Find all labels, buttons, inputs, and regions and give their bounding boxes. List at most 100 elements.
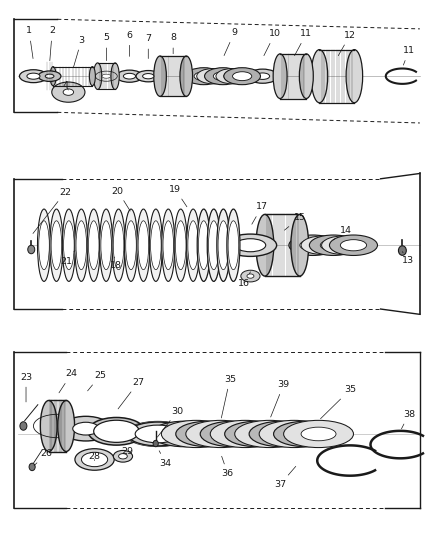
- Text: 13: 13: [402, 252, 413, 264]
- Text: 23: 23: [20, 373, 32, 402]
- Text: 7: 7: [145, 35, 151, 59]
- Ellipse shape: [52, 82, 85, 102]
- Text: 4: 4: [62, 81, 68, 90]
- Text: 19: 19: [170, 185, 187, 207]
- Ellipse shape: [38, 71, 61, 82]
- Ellipse shape: [161, 421, 231, 448]
- Ellipse shape: [249, 421, 314, 447]
- Ellipse shape: [188, 221, 198, 270]
- Ellipse shape: [119, 454, 127, 459]
- Ellipse shape: [215, 427, 251, 441]
- Ellipse shape: [273, 54, 287, 99]
- Ellipse shape: [332, 240, 355, 251]
- Ellipse shape: [200, 421, 266, 447]
- Ellipse shape: [186, 421, 256, 448]
- Ellipse shape: [346, 50, 363, 103]
- Text: 39: 39: [271, 380, 290, 417]
- Ellipse shape: [274, 421, 339, 447]
- Ellipse shape: [137, 209, 150, 281]
- Ellipse shape: [207, 209, 220, 281]
- Ellipse shape: [187, 209, 200, 281]
- Ellipse shape: [218, 221, 229, 270]
- Ellipse shape: [73, 422, 99, 435]
- Ellipse shape: [185, 68, 222, 85]
- Ellipse shape: [247, 69, 278, 83]
- Ellipse shape: [197, 209, 210, 281]
- Ellipse shape: [224, 68, 261, 85]
- Ellipse shape: [45, 74, 54, 78]
- Ellipse shape: [320, 240, 346, 251]
- Text: 17: 17: [252, 203, 268, 224]
- Ellipse shape: [225, 421, 290, 447]
- Ellipse shape: [76, 221, 87, 270]
- Ellipse shape: [27, 73, 40, 79]
- Ellipse shape: [235, 421, 304, 448]
- Ellipse shape: [166, 427, 202, 441]
- Ellipse shape: [94, 420, 139, 442]
- Ellipse shape: [284, 421, 353, 448]
- Ellipse shape: [227, 209, 240, 281]
- Text: 26: 26: [34, 449, 53, 465]
- Ellipse shape: [228, 427, 263, 441]
- Text: 5: 5: [103, 34, 110, 61]
- Ellipse shape: [99, 209, 113, 281]
- Text: 10: 10: [264, 29, 281, 55]
- Text: 3: 3: [74, 36, 85, 67]
- Text: 11: 11: [403, 46, 415, 65]
- Ellipse shape: [217, 209, 230, 281]
- Ellipse shape: [190, 427, 227, 441]
- Ellipse shape: [113, 221, 124, 270]
- Ellipse shape: [143, 74, 154, 79]
- Ellipse shape: [198, 221, 209, 270]
- Text: 20: 20: [112, 187, 130, 211]
- Ellipse shape: [88, 221, 99, 270]
- Ellipse shape: [88, 417, 145, 445]
- Ellipse shape: [241, 270, 260, 282]
- Ellipse shape: [62, 209, 75, 281]
- Text: 27: 27: [118, 378, 144, 409]
- Ellipse shape: [311, 240, 335, 251]
- Ellipse shape: [58, 400, 74, 451]
- Ellipse shape: [113, 450, 133, 462]
- Circle shape: [153, 440, 158, 447]
- Ellipse shape: [87, 209, 100, 281]
- Ellipse shape: [174, 209, 187, 281]
- Ellipse shape: [112, 209, 125, 281]
- Text: 30: 30: [157, 407, 184, 437]
- Ellipse shape: [299, 54, 313, 99]
- Ellipse shape: [64, 221, 74, 270]
- Text: 9: 9: [224, 28, 237, 55]
- Ellipse shape: [235, 239, 266, 252]
- Ellipse shape: [89, 67, 95, 86]
- Text: 6: 6: [127, 31, 132, 56]
- Circle shape: [28, 245, 35, 254]
- Ellipse shape: [127, 422, 188, 446]
- Ellipse shape: [124, 209, 138, 281]
- Ellipse shape: [194, 72, 213, 80]
- Ellipse shape: [38, 209, 50, 281]
- Text: 34: 34: [159, 451, 172, 467]
- Ellipse shape: [288, 427, 325, 441]
- Ellipse shape: [176, 221, 186, 270]
- Ellipse shape: [163, 221, 173, 270]
- Ellipse shape: [208, 221, 219, 270]
- Ellipse shape: [93, 63, 102, 90]
- Ellipse shape: [289, 235, 337, 255]
- Ellipse shape: [154, 56, 166, 96]
- Ellipse shape: [63, 89, 74, 95]
- Ellipse shape: [102, 74, 111, 78]
- Ellipse shape: [256, 214, 274, 276]
- Ellipse shape: [309, 235, 357, 255]
- Ellipse shape: [329, 235, 378, 255]
- Text: 29: 29: [121, 447, 133, 456]
- Ellipse shape: [111, 63, 119, 90]
- Ellipse shape: [39, 221, 49, 270]
- Text: 24: 24: [59, 369, 78, 393]
- Ellipse shape: [205, 72, 222, 80]
- Ellipse shape: [203, 427, 238, 441]
- Text: 28: 28: [88, 453, 101, 462]
- Ellipse shape: [81, 453, 108, 467]
- Text: 12: 12: [338, 31, 356, 56]
- Ellipse shape: [216, 69, 249, 84]
- Ellipse shape: [291, 214, 309, 276]
